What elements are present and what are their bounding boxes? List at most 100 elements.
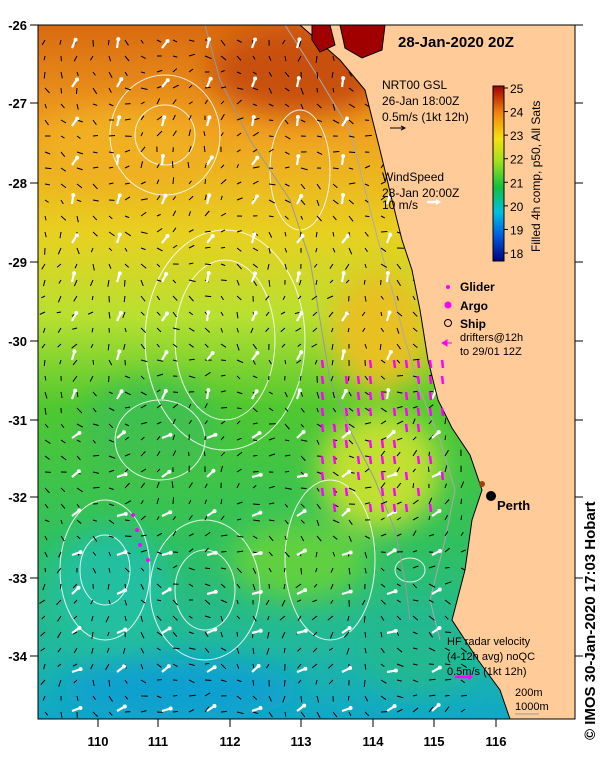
current-vector [380,263,388,268]
current-vector [327,615,334,621]
current-vector [204,631,209,637]
current-vector [268,519,275,522]
current-vector [172,403,179,409]
current-vector [140,710,147,713]
current-vector [60,711,63,718]
current-vector [204,343,209,348]
current-vector [380,375,386,380]
current-vector [396,311,403,317]
current-vector [140,647,145,654]
current-vector [57,247,62,255]
current-vector [172,311,177,318]
current-vector [92,166,99,169]
hf-radar-vector [440,375,445,385]
current-vector [252,279,258,287]
current-vector [57,295,62,303]
current-vector [428,678,436,681]
current-vector [428,583,436,588]
current-vector [220,710,227,713]
current-vector [460,663,468,669]
current-vector [332,407,337,413]
current-vector [92,679,95,687]
glider-position [146,558,150,562]
current-vector [331,71,334,78]
current-vector [345,279,350,284]
current-vector [348,391,352,397]
current-vector [279,615,286,621]
current-vector [92,71,96,76]
current-vector [220,679,227,683]
current-vector [92,711,99,717]
current-vector [396,583,401,587]
current-vector [311,663,318,669]
current-vector [108,151,114,154]
current-vector [156,327,162,333]
current-vector [73,279,78,287]
ship-icon [444,319,452,327]
current-vector [297,647,302,652]
current-vector [315,679,318,685]
current-vector [56,599,62,606]
current-vector [41,343,46,349]
lon-tick-label: 111 [148,734,168,749]
current-vector [92,454,100,457]
current-vector [124,599,127,606]
current-vector [267,615,270,621]
hf-radar-vector [428,375,433,385]
current-vector [204,547,209,553]
current-vector [220,615,224,622]
current-vector [428,631,433,638]
current-vector [220,279,227,282]
current-vector [412,530,417,537]
current-vector [220,327,224,333]
current-vector [428,694,436,697]
current-vector [156,115,163,121]
current-vector [204,531,211,537]
lat-tick-label: -27 [8,96,27,111]
current-vector [108,535,114,538]
current-vector [348,199,354,205]
current-vector [380,311,383,317]
current-vector [204,706,210,713]
current-vector [172,418,176,425]
current-vector [42,279,46,287]
current-vector [72,631,78,635]
hf-radar-vector [320,455,325,465]
current-vector [172,279,177,284]
current-vector [203,145,206,153]
current-vector [172,516,177,521]
current-vector [220,164,225,169]
current-vector [312,647,318,653]
current-vector [268,55,272,61]
lat-tick-label: -33 [8,571,27,586]
current-vector [412,647,418,650]
current-vector [332,215,337,221]
current-vector [412,516,419,521]
current-vector [172,631,178,637]
current-vector [92,535,98,542]
current-vector [380,482,386,489]
current-vector [188,195,194,201]
current-vector [44,151,51,155]
hf-radar-vector [356,407,361,417]
current-vector [380,407,387,413]
hf-radar-vector [344,423,349,433]
current-vector [76,167,83,171]
current-vector [300,439,308,442]
current-vector [76,391,79,398]
current-vector [108,166,114,169]
current-vector [140,132,144,137]
current-vector [75,87,78,95]
current-vector [266,647,270,655]
current-vector [124,118,131,121]
hf-radar-vector [428,391,433,401]
current-vector [57,663,62,667]
current-vector [380,181,386,185]
current-vector [364,407,370,412]
current-vector [188,262,194,265]
current-vector [56,263,62,268]
current-vector [220,229,226,233]
current-vector [140,583,144,590]
hf-radar-vector [320,359,325,369]
current-vector [156,343,160,348]
